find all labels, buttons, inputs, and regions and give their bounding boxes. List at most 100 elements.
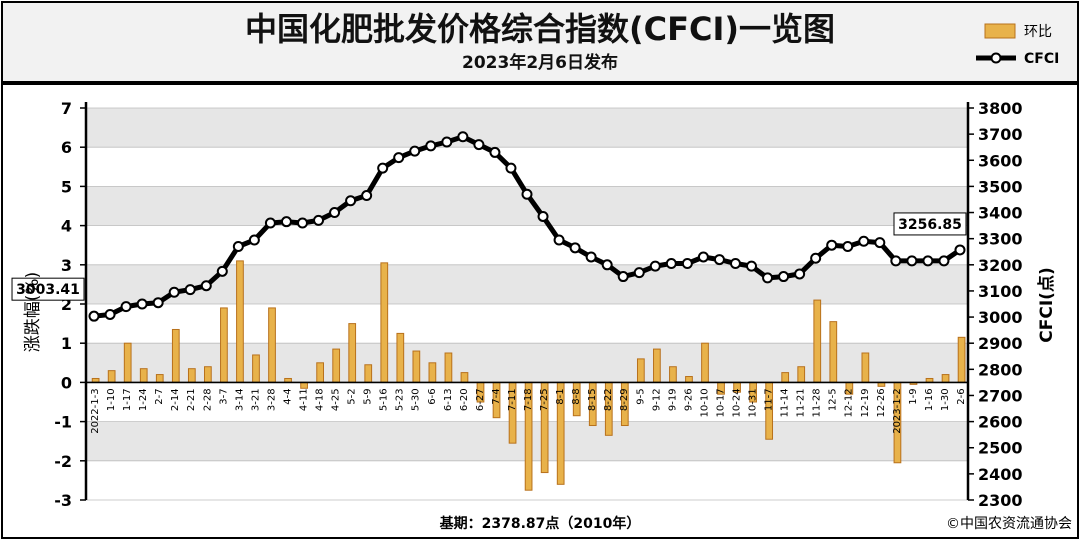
x-tick-label: 1-16	[924, 388, 935, 411]
y-left-tick-label: 5	[61, 177, 72, 196]
right-axis-ticks: 2300 2400 2500 2600 2700 2800 2900 3000 3100 3200…	[968, 99, 1023, 510]
y-right-tick-label: 2900	[978, 334, 1023, 353]
y-left-tick-label: 2	[61, 295, 72, 314]
bar	[139, 368, 148, 383]
bar	[155, 374, 164, 383]
x-tick-label: 4-25	[331, 388, 342, 411]
line-point	[409, 145, 421, 157]
x-tick-label: 9-26	[683, 388, 694, 411]
bar	[813, 299, 822, 383]
copyright-text: ©中国农资流通协会	[946, 516, 1072, 532]
y-left-tick-label: -2	[54, 452, 72, 471]
x-tick-label: 2-28	[202, 388, 213, 411]
y-right-tick-label: 3400	[978, 204, 1023, 223]
line-point	[521, 188, 533, 200]
chart-subtitle: 2023年2月6日发布	[462, 52, 618, 73]
line-point	[890, 255, 902, 267]
x-tick-label: 5-9	[363, 388, 374, 404]
y-right-tick-label: 2300	[978, 491, 1023, 510]
line-point	[553, 234, 565, 246]
line-point	[152, 297, 164, 309]
x-tick-label: 2-6	[956, 388, 967, 404]
line-point	[746, 260, 758, 272]
x-tick-label: 9-12	[651, 388, 662, 411]
line-point	[296, 217, 308, 229]
line-point	[136, 298, 148, 310]
left-axis-ticks: -3 -2 -1 0 1 2 3 4 5 6 7	[54, 99, 86, 510]
bar	[957, 336, 966, 383]
line-point	[329, 207, 341, 219]
line-point	[184, 284, 196, 296]
line-point	[906, 255, 918, 267]
bar	[396, 332, 405, 383]
bar	[123, 342, 132, 383]
x-tick-label: 5-23	[395, 388, 406, 411]
bar	[171, 328, 180, 383]
y-left-tick-label: 6	[61, 138, 72, 157]
line-point	[729, 257, 741, 269]
line-point	[280, 216, 292, 228]
legend-line-label: CFCI	[1024, 51, 1059, 67]
y-right-tick-label: 2400	[978, 465, 1023, 484]
line-point	[361, 190, 373, 202]
line-point	[858, 235, 870, 247]
y-right-tick-label: 3200	[978, 256, 1023, 275]
bar	[653, 348, 661, 383]
x-tick-label: 6-27	[475, 388, 486, 411]
chart-border	[1, 83, 1079, 539]
line-point	[232, 241, 244, 253]
line-point	[569, 242, 581, 254]
grid-band	[86, 264, 968, 304]
y-left-tick-label: -3	[54, 491, 72, 510]
y-right-tick-label: 2700	[978, 386, 1023, 405]
y-right-tick-label: 3300	[978, 230, 1023, 249]
x-tick-label: 11-7	[764, 388, 775, 411]
line-point	[713, 254, 725, 266]
x-tick-label: 7-11	[507, 388, 518, 411]
line-point	[120, 301, 132, 313]
y-left-tick-label: 1	[61, 334, 72, 353]
bar	[364, 364, 373, 383]
line-point	[473, 139, 485, 151]
line-point	[762, 272, 774, 284]
line-point	[88, 310, 100, 322]
bar	[781, 372, 790, 383]
bar	[444, 352, 453, 383]
x-tick-label: 3-28	[266, 388, 277, 411]
bar	[861, 352, 870, 383]
bar	[941, 374, 950, 383]
y-right-tick-label: 3800	[978, 99, 1023, 118]
x-tick-label: 8-29	[619, 388, 630, 411]
bar	[204, 366, 212, 383]
x-tick-label: 10-17	[715, 388, 726, 417]
x-tick-label: 7-25	[539, 388, 550, 411]
x-tick-label: 12-19	[860, 388, 871, 417]
y-left-tick-label: 4	[61, 217, 72, 236]
x-axis-ticks: 2022-1-3 1-10 1-17 1-24 2-7 2-14 2-21 2-28 3-7 3-…	[90, 388, 967, 433]
y-right-tick-label: 3100	[978, 282, 1023, 301]
x-tick-label: 12-12	[844, 388, 855, 417]
x-tick-label: 9-19	[667, 388, 678, 411]
line-point	[826, 239, 838, 251]
value-callout-label: 3256.85	[898, 217, 962, 233]
x-tick-label: 8-1	[555, 388, 566, 404]
line-point	[681, 257, 693, 269]
x-tick-label: 4-4	[283, 388, 294, 404]
line-point	[810, 252, 822, 264]
line-point	[104, 308, 116, 320]
x-tick-label: 6-6	[427, 388, 438, 404]
x-tick-label: 6-13	[443, 388, 454, 411]
line-point	[377, 162, 389, 174]
x-tick-label: 4-18	[315, 388, 326, 411]
value-callout-box	[893, 212, 967, 236]
bar	[187, 368, 196, 383]
bar	[412, 350, 421, 383]
x-tick-label: 3-14	[234, 388, 245, 411]
line-series	[88, 131, 966, 322]
x-tick-label: 1-9	[908, 388, 919, 404]
line-point	[842, 241, 854, 253]
bar	[636, 358, 645, 383]
y-right-tick-label: 3600	[978, 151, 1023, 170]
x-tick-label: 10-10	[699, 388, 710, 417]
x-tick-label: 5-16	[379, 388, 390, 411]
